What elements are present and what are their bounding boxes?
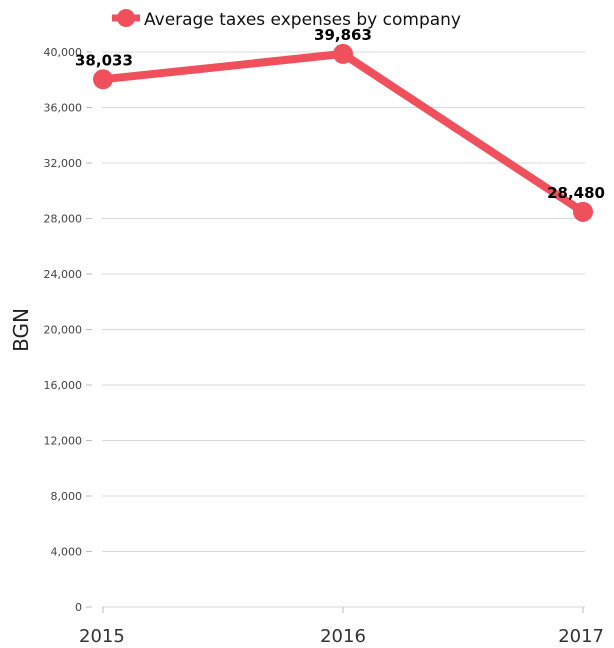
y-axis: 0 4,000 8,000 12,000 16,000 20,000 24,000 28,00… bbox=[44, 46, 92, 614]
series-line bbox=[99, 49, 587, 216]
y-axis-title: BGN bbox=[9, 308, 33, 352]
data-label: 39,863 bbox=[314, 26, 372, 44]
data-label: 38,033 bbox=[75, 51, 133, 69]
legend[interactable]: Average taxes expenses by company bbox=[112, 9, 461, 30]
legend-marker-icon bbox=[117, 9, 135, 27]
x-tick-label: 2016 bbox=[320, 626, 366, 647]
y-tick-label: 36,000 bbox=[44, 102, 83, 115]
series-line-layer bbox=[93, 43, 593, 222]
y-tick-label: 16,000 bbox=[44, 379, 83, 392]
y-tick-label: 12,000 bbox=[44, 435, 83, 448]
y-tick-label: 28,000 bbox=[44, 213, 83, 226]
y-tick-label: 32,000 bbox=[44, 157, 83, 170]
gridlines bbox=[102, 51, 585, 608]
y-tick-label: 24,000 bbox=[44, 268, 83, 281]
data-point[interactable] bbox=[93, 69, 113, 90]
x-tick-label: 2015 bbox=[79, 626, 125, 647]
x-tick-label: 2017 bbox=[558, 626, 604, 647]
x-axis: 2015 2016 2017 bbox=[79, 607, 604, 647]
data-labels: 38,033 39,863 28,480 bbox=[75, 26, 605, 202]
legend-label: Average taxes expenses by company bbox=[144, 10, 461, 30]
data-point[interactable] bbox=[333, 43, 353, 64]
y-tick-label: 0 bbox=[75, 601, 82, 614]
y-tick-label: 4,000 bbox=[51, 546, 83, 559]
data-label: 28,480 bbox=[547, 184, 605, 202]
y-tick-label: 8,000 bbox=[51, 490, 83, 503]
y-tick-label: 20,000 bbox=[44, 324, 83, 337]
data-point[interactable] bbox=[573, 201, 593, 222]
y-tick-label: 40,000 bbox=[44, 46, 83, 59]
